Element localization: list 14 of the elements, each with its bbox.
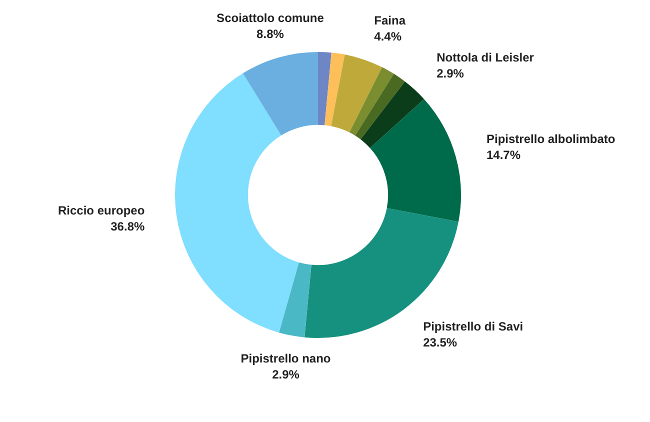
data-label: 4.4% — [374, 30, 402, 44]
slice-label: Pipistrello albolimbato — [486, 132, 616, 146]
slice-label: Pipistrello nano — [240, 351, 331, 366]
data-label: 2.9% — [436, 66, 464, 81]
slice-label: Pipistrello di Savi — [423, 319, 524, 334]
slice-label: Riccio europeo — [58, 203, 145, 218]
slice-label: Nottola di Leisler — [436, 50, 534, 65]
data-label: 14.7% — [486, 148, 521, 162]
data-label: 8.8% — [256, 26, 284, 41]
data-label: 2.9% — [272, 367, 300, 382]
slice-label: Scoiattolo comune — [216, 10, 324, 25]
slice-label: Faina — [374, 14, 406, 28]
data-label: 23.5% — [423, 335, 458, 350]
data-label: 36.8% — [110, 219, 145, 234]
